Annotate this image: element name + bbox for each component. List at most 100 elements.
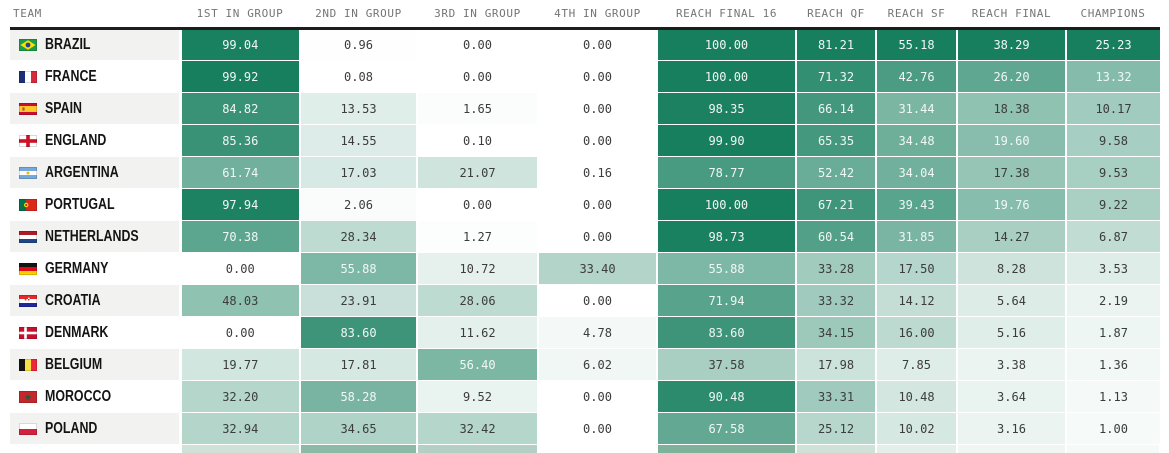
prob-cell-sf: 10.48 [876,380,958,413]
prob-cell-g1: 85.36 [180,124,301,157]
prob-cell-champions: 13.32 [1066,60,1160,93]
prob-cell-g3: 28.06 [417,284,539,317]
prob-cell-rf16: 100.00 [657,188,797,221]
prob-cell-g2: 17.81 [300,348,418,381]
prob-cell-g3: 0.00 [417,60,539,93]
prob-cell-g2: 13.53 [300,92,418,125]
prob-cell-g3: 11.62 [417,316,539,349]
prob-cell-rf16: 37.58 [657,348,797,381]
flag-germany-icon [19,262,37,275]
prob-cell-qf: 33.31 [796,380,877,413]
prob-cell-champions: 1.36 [1066,348,1160,381]
prob-cell-final: 26.20 [957,60,1067,93]
prob-cell-g2: 2.06 [300,188,418,221]
prob-cell-g1: 70.38 [180,220,301,253]
team-row-portugal: PORTUGAL 97.94 2.06 0.00 0.00 100.00 67.21 39.4… [10,188,1160,221]
prob-cell-g3: 10.72 [417,252,539,285]
prob-cell-rf16: 100.00 [657,28,797,61]
prob-cell-champions: 3.53 [1066,252,1160,285]
prob-cell-g1: 99.92 [180,60,301,93]
team-row-morocco: MOROCCO 32.20 58.28 9.52 0.00 90.48 33.31 10.48… [10,380,1160,413]
team-name: ENGLAND [45,131,107,149]
prob-cell-g3: 21.07 [417,156,539,189]
flag-portugal-icon [19,198,37,211]
prob-cell-g2: 58.28 [300,380,418,413]
prob-cell-final: 19.76 [957,188,1067,221]
prob-cell-sf: 31.44 [876,92,958,125]
prob-cell-g1: 99.04 [180,28,301,61]
prob-cell-sf: 16.00 [876,316,958,349]
prob-cell-rf16: 98.73 [657,220,797,253]
prob-cell-g3: 1.65 [417,92,539,125]
team-cell: POLAND [10,412,182,445]
prob-cell-sf: 17.50 [876,252,958,285]
team-name: BELGIUM [45,355,103,373]
team-row-brazil: BRAZIL 99.04 0.96 0.00 0.00 100.00 81.21 55.18 3… [10,28,1160,61]
column-header-g4: 4TH IN GROUP [538,0,657,30]
prob-cell-final: 3.16 [957,412,1067,445]
prob-cell-g1: 97.94 [180,188,301,221]
prob-cell-g4: 0.00 [538,92,658,125]
prob-cell-sf: 14.12 [876,284,958,317]
probability-table: TEAM 1ST IN GROUP 2ND IN GROUP 3RD IN GROUP… [10,0,1161,453]
team-cell: CROATIA [10,284,182,317]
prob-cell-final: 14.27 [957,220,1067,253]
prob-cell-qf: 17.98 [796,348,877,381]
prob-cell-g4: 0.16 [538,156,658,189]
prob-cell-g2: 14.55 [300,124,418,157]
column-header-final: REACH FINAL [957,0,1066,30]
prob-cell-g2: 34.65 [300,412,418,445]
team-row-germany: GERMANY 0.00 55.88 10.72 33.40 55.88 33.28 17.5… [10,252,1160,285]
prob-cell-g3: 0.00 [417,28,539,61]
prob-cell-qf: 33.32 [796,284,877,317]
prob-cell-g4: 0.00 [538,220,658,253]
prob-cell-g2: 83.60 [300,316,418,349]
team-cell: ENGLAND [10,124,182,157]
prob-cell-g2: 23.91 [300,284,418,317]
prob-cell-rf16: 55.88 [657,252,797,285]
prob-cell-g4: 4.78 [538,316,658,349]
prob-cell-qf: 81.21 [796,28,877,61]
prob-cell-g1: 61.74 [180,156,301,189]
prob-cell-final: 17.38 [957,156,1067,189]
team-cell: FRANCE [10,60,182,93]
prob-cell-sf: 31.85 [876,220,958,253]
prob-cell-sf: 55.18 [876,28,958,61]
prob-cell-champions: 9.53 [1066,156,1160,189]
prob-cell-qf: 60.54 [796,220,877,253]
prob-cell-champions: 1.13 [1066,380,1160,413]
column-header-rf16: REACH FINAL 16 [657,0,796,30]
column-header-qf: REACH QF [796,0,876,30]
team-cell: GERMANY [10,252,182,285]
team-row-croatia: CROATIA 48.03 23.91 28.06 0.00 71.94 33.32 14.1… [10,284,1160,317]
prob-cell-qf: 33.28 [796,252,877,285]
prob-cell-rf16: 71.94 [657,284,797,317]
prob-cell-final: 5.64 [957,284,1067,317]
prob-cell-g3: 0.10 [417,124,539,157]
prob-cell-g3: 0.00 [417,188,539,221]
prob-cell-g4: 6.02 [538,348,658,381]
team-cell: PORTUGAL [10,188,182,221]
team-name: FRANCE [45,67,97,85]
prob-cell-rf16: 78.77 [657,156,797,189]
team-row-england: ENGLAND 85.36 14.55 0.10 0.00 99.90 65.35 34.48… [10,124,1160,157]
prob-cell-g3: 1.27 [417,220,539,253]
flag-croatia-icon [19,294,37,307]
column-header-g1: 1ST IN GROUP [180,0,300,30]
prob-cell-champions: 25.23 [1066,28,1160,61]
prob-cell-final: 8.28 [957,252,1067,285]
flag-france-icon [19,70,37,83]
prob-cell-sf: 7.85 [876,348,958,381]
team-row-france: FRANCE 99.92 0.08 0.00 0.00 100.00 71.32 42.76 2… [10,60,1160,93]
team-cell: NETHERLANDS [10,220,182,253]
prob-cell-champions: 9.22 [1066,188,1160,221]
flag-morocco-icon [19,390,37,403]
prob-cell-rf16: 90.48 [657,380,797,413]
prob-cell-g4: 0.00 [538,28,658,61]
team-name: SPAIN [45,99,82,117]
team-cell: MOROCCO [10,380,182,413]
prob-cell-rf16: 100.00 [657,60,797,93]
prob-cell-qf: 66.14 [796,92,877,125]
team-row-argentina: ARGENTINA 61.74 17.03 21.07 0.16 78.77 52.42 34… [10,156,1160,189]
